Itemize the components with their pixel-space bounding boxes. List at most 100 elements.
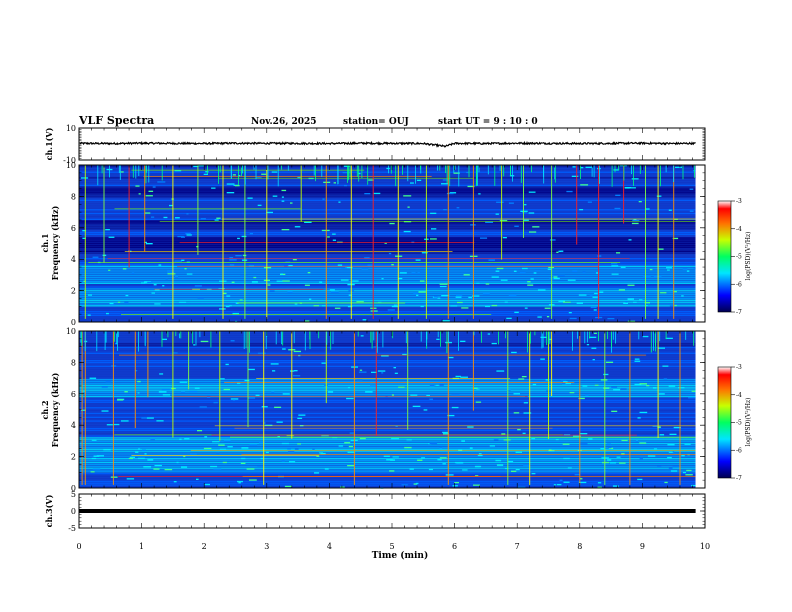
- spectrogram-speckle: [321, 434, 329, 437]
- spectrogram-row: [79, 207, 696, 209]
- spectrogram-row: [79, 352, 696, 354]
- spectrogram-row: [79, 269, 696, 271]
- spectrogram-row: [79, 180, 696, 183]
- spectrogram-speckle: [135, 370, 138, 372]
- spectrogram-speckle: [110, 303, 116, 306]
- spectrogram-speckle: [189, 390, 198, 393]
- spectrogram-speckle: [582, 385, 588, 387]
- spectrogram-speckle: [294, 226, 301, 228]
- spectrogram-row: [79, 178, 696, 181]
- spectrogram-speckle: [393, 304, 398, 306]
- spectrogram-speckle: [387, 309, 395, 311]
- spectrogram-row: [79, 474, 696, 477]
- spectrogram-speckle: [271, 391, 275, 393]
- spectrogram-speckle: [157, 181, 166, 183]
- spectrogram-speckle: [592, 296, 598, 298]
- spectrogram-speckle: [124, 301, 129, 304]
- spectrogram-speckle: [502, 237, 507, 239]
- spectrogram-speckle: [266, 211, 273, 214]
- spectrogram-speckle: [161, 338, 167, 340]
- spectrogram-row: [79, 273, 696, 275]
- spectrogram-speckle: [152, 186, 156, 188]
- spectrogram-row: [79, 177, 696, 179]
- spectrogram-row: [79, 482, 696, 484]
- spectrogram-row: [79, 484, 696, 486]
- spectrogram-speckle: [658, 393, 665, 395]
- spectrogram-speckle: [456, 294, 463, 297]
- spectrogram-speckle: [523, 219, 529, 221]
- spectrogram-row: [79, 358, 696, 360]
- spectrogram-speckle: [184, 268, 187, 270]
- spectrogram-row: [79, 441, 696, 443]
- spectrogram-speckle: [103, 448, 111, 451]
- spectrogram-row: [79, 409, 696, 411]
- spectrogram-speckle: [359, 369, 363, 371]
- ch1-colorbar: -3 -4 -5 -6 -7 log(PSD)(V²/Hz): [717, 198, 752, 316]
- spectrogram-speckle: [394, 372, 398, 374]
- spectrogram-speckle: [161, 389, 170, 391]
- spectrogram-speckle: [674, 304, 677, 307]
- spectrogram-speckle: [216, 217, 221, 219]
- colorbar-tick-label: -7: [736, 309, 742, 316]
- spectrogram-speckle: [249, 233, 253, 235]
- spectrogram-speckle: [90, 471, 95, 473]
- spectrogram-speckle: [257, 352, 266, 354]
- spectrogram-speckle: [480, 237, 488, 239]
- spectrogram-speckle: [658, 248, 664, 250]
- spectrogram-row: [79, 341, 696, 343]
- spectrogram-speckle: [226, 295, 231, 297]
- spectrogram-speckle: [284, 265, 288, 267]
- spectrogram-speckle: [395, 425, 398, 427]
- spectrogram-speckle: [145, 195, 153, 197]
- spectrogram-row: [79, 182, 696, 185]
- spectrogram-speckle: [527, 281, 531, 283]
- spectrogram-speckle: [399, 272, 407, 274]
- spectrogram-speckle: [314, 472, 320, 474]
- spectrogram-speckle: [384, 242, 387, 244]
- x-tick-label: 7: [515, 542, 520, 551]
- ch1-waveform-ylabel: ch.1(V): [44, 127, 54, 160]
- spectrogram-speckle: [446, 192, 454, 195]
- spectrogram-row: [79, 418, 696, 420]
- spectrogram-row: [79, 343, 696, 345]
- spectrogram-row: [79, 316, 696, 318]
- spectrogram-row: [79, 271, 696, 273]
- spectrogram-speckle: [496, 370, 505, 372]
- spectrogram-speckle: [585, 166, 592, 168]
- spectrogram-speckle: [426, 394, 430, 397]
- spectrogram-speckle: [176, 461, 179, 464]
- spectrogram-speckle: [667, 269, 670, 271]
- spectrogram-speckle: [586, 344, 590, 346]
- spectrogram-speckle: [559, 479, 563, 481]
- spectrogram-speckle: [515, 451, 522, 453]
- spectrogram-speckle: [528, 469, 535, 471]
- spectrogram-speckle: [613, 169, 619, 171]
- spectrogram-speckle: [665, 337, 673, 339]
- y-tick-label: 8: [71, 358, 76, 367]
- spectrogram-speckle: [639, 383, 647, 385]
- spectrogram-speckle: [402, 353, 407, 356]
- spectrogram-speckle: [349, 432, 354, 434]
- spectrogram-speckle: [371, 371, 377, 373]
- spectrogram-row: [79, 254, 696, 256]
- spectrogram-row: [79, 276, 696, 279]
- ch2-colorbar: -3 -4 -5 -6 -7 log(PSD)(V²/Hz): [717, 364, 752, 482]
- spectrogram-row: [79, 226, 696, 228]
- spectrogram-speckle: [144, 241, 147, 244]
- spectrogram-speckle: [429, 442, 438, 445]
- spectrogram-speckle: [199, 406, 207, 408]
- spectrogram-speckle: [211, 187, 216, 189]
- y-tick-label: 2: [71, 287, 76, 296]
- spectrogram-speckle: [297, 417, 303, 419]
- spectrogram-speckle: [282, 348, 286, 350]
- spectrogram-row: [79, 192, 696, 194]
- x-tick-label: 4: [327, 542, 332, 551]
- spectrogram-speckle: [141, 282, 146, 284]
- spectrogram-speckle: [164, 469, 173, 471]
- ch1-frequency-label: Frequency (kHz): [50, 205, 60, 280]
- spectrogram-speckle: [91, 457, 97, 460]
- spectrogram-speckle: [101, 386, 108, 388]
- spectrogram-speckle: [241, 457, 246, 460]
- spectrogram-speckle: [244, 379, 250, 382]
- spectrogram-speckle: [337, 264, 343, 266]
